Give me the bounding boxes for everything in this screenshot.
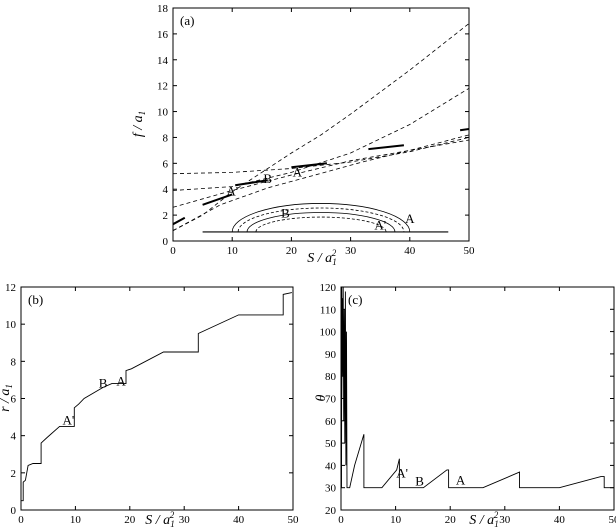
solid-segment: [235, 179, 268, 187]
point-annotation: A: [405, 211, 415, 226]
y-tick-label: 8: [11, 356, 17, 368]
y-tick-label: 2: [163, 210, 169, 222]
y-tick-label: 8: [163, 132, 169, 144]
point-annotation: B: [99, 375, 108, 390]
y-tick-label: 60: [325, 416, 337, 428]
y-tick-label: 4: [163, 184, 169, 196]
dashed-curve: [173, 137, 469, 175]
y-tick-label: 2: [11, 468, 17, 480]
arch-curve: [231, 203, 411, 232]
x-tick-label: 40: [404, 245, 416, 257]
point-annotation: A: [116, 373, 126, 388]
x-tick-label: 30: [179, 514, 191, 526]
y-tick-label: 6: [11, 394, 17, 406]
x-tick-label: 0: [18, 514, 24, 526]
y-tick-label: 6: [163, 158, 169, 170]
y-tick-label: 0: [163, 236, 169, 248]
panel-b: 0 10 20 30 40 50 0 2 4 6 8 10 12 (b) S / a12 r / a1 A' BA: [0, 282, 299, 529]
y-axis-label: θ: [314, 394, 329, 401]
y-tick-label: 4: [11, 431, 17, 443]
series-line: [341, 286, 614, 489]
y-tick-label: 10: [5, 319, 17, 331]
x-tick-label: 50: [464, 245, 476, 257]
solid-segment: [368, 144, 405, 151]
y-axis-label: r / a1: [0, 384, 14, 412]
panel-a: 0 10 20 30 40 50 0 2 4 6 8 10 12 14 16 18 (a) S / a12 f / …: [131, 3, 475, 267]
x-tick-label: 30: [499, 514, 511, 526]
x-tick-label: 40: [233, 514, 245, 526]
plot-frame: [20, 286, 294, 511]
y-tick-label: 10: [157, 107, 169, 119]
x-tick-label: 50: [609, 514, 616, 526]
plot-area: A' B A B A' A: [173, 23, 469, 233]
plot-frame: [172, 7, 470, 242]
solid-segment: [173, 216, 186, 226]
dashed-curve: [173, 134, 469, 231]
y-tick-label: 90: [325, 349, 337, 361]
solid-segment: [459, 128, 469, 132]
arch-curve: [246, 212, 396, 232]
x-tick-label: 10: [227, 245, 239, 257]
y-tick-label: 70: [325, 394, 337, 406]
x-tick-label: 20: [445, 514, 457, 526]
y-tick-label: 12: [5, 282, 16, 294]
dashed-curve: [173, 139, 469, 208]
x-tick-label: 40: [554, 514, 566, 526]
y-tick-label: 18: [157, 3, 169, 15]
solid-segment: [202, 193, 233, 206]
point-annotation: A': [62, 413, 74, 428]
point-annotation: A': [374, 217, 386, 232]
x-axis-label: S / a12: [469, 510, 498, 529]
y-tick-label: 30: [325, 483, 337, 495]
x-tick-label: 0: [170, 245, 176, 257]
y-tick-label: 40: [325, 460, 337, 472]
y-tick-label: 20: [325, 505, 337, 517]
point-annotation: B: [281, 206, 290, 221]
x-tick-label: 50: [288, 514, 300, 526]
x-axis-label: S / a12: [145, 510, 174, 529]
panel-label: (a): [180, 13, 194, 28]
panel-label: (b): [28, 292, 43, 307]
point-annotation: B: [415, 473, 424, 488]
x-tick-label: 10: [70, 514, 82, 526]
x-tick-label: 30: [345, 245, 357, 257]
point-annotation: A: [456, 472, 466, 487]
y-tick-label: 120: [320, 282, 337, 294]
x-tick-label: 20: [286, 245, 298, 257]
point-annotation: A': [396, 466, 408, 481]
panel-label: (c): [348, 292, 362, 307]
y-tick-label: 16: [157, 29, 169, 41]
dashed-curve: [173, 23, 469, 231]
point-annotation: A: [293, 164, 303, 179]
x-tick-label: 0: [338, 514, 344, 526]
x-axis-label: S / a12: [307, 248, 336, 267]
point-annotation: A': [226, 184, 238, 199]
y-axis-label: f / a1: [131, 111, 147, 137]
y-tick-label: 14: [157, 55, 169, 67]
x-tick-label: 10: [390, 514, 402, 526]
x-tick-label: 20: [124, 514, 136, 526]
y-tick-label: 110: [320, 304, 337, 316]
arch-curve: [255, 216, 387, 232]
solid-segment: [291, 162, 328, 169]
dashed-curve: [173, 87, 469, 191]
arch-curve: [237, 207, 405, 232]
point-annotation: B: [263, 171, 272, 186]
y-tick-label: 50: [325, 438, 337, 450]
y-tick-label: 80: [325, 371, 337, 383]
panel-c: 0 10 20 30 40 50 20 30 40 50 60 70 80 90 100 110 120 (c) S…: [314, 282, 616, 529]
series-line: [21, 292, 292, 502]
y-tick-label: 100: [320, 327, 337, 339]
y-tick-label: 0: [11, 505, 17, 517]
y-tick-label: 12: [157, 81, 168, 93]
plot-frame: [340, 286, 615, 511]
